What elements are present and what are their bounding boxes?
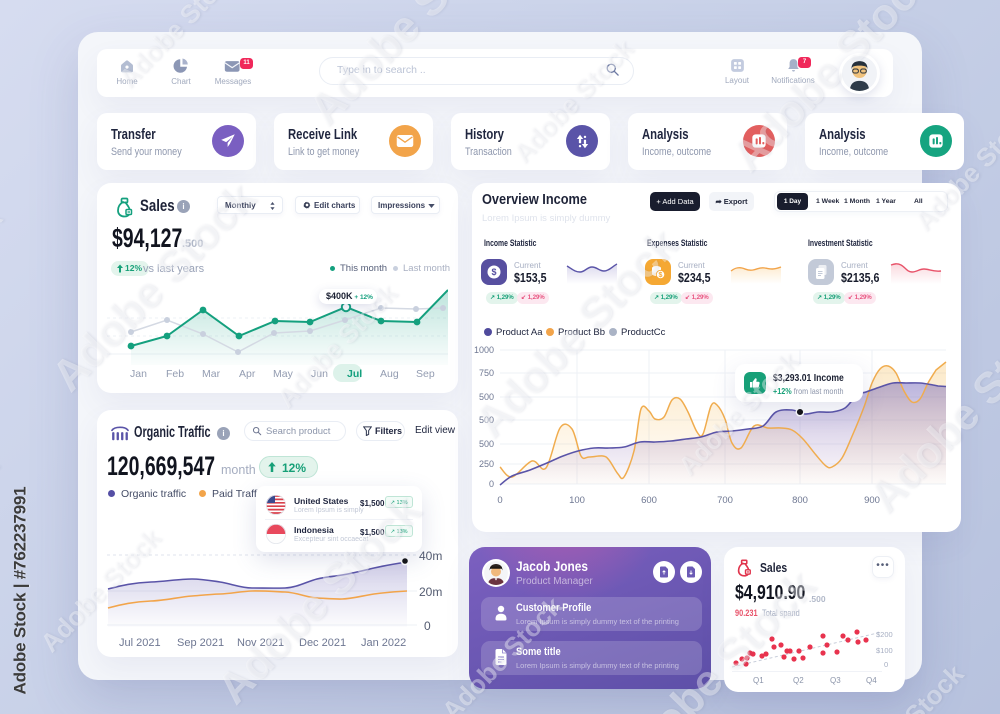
svg-text:500: 500 <box>479 415 494 425</box>
svg-text:250: 250 <box>479 459 494 469</box>
svg-text:0: 0 <box>497 495 502 506</box>
svg-text:750: 750 <box>479 368 494 378</box>
svg-text:0: 0 <box>489 479 494 489</box>
svg-text:$: $ <box>659 272 663 279</box>
svg-text:100: 100 <box>569 495 585 506</box>
svg-text:800: 800 <box>792 495 808 506</box>
svg-text:500: 500 <box>479 392 494 402</box>
svg-text:$: $ <box>491 267 496 277</box>
svg-text:900: 900 <box>864 495 880 506</box>
svg-text:1000: 1000 <box>474 345 494 355</box>
svg-text:500: 500 <box>479 439 494 449</box>
svg-text:600: 600 <box>641 495 657 506</box>
svg-text:700: 700 <box>717 495 733 506</box>
